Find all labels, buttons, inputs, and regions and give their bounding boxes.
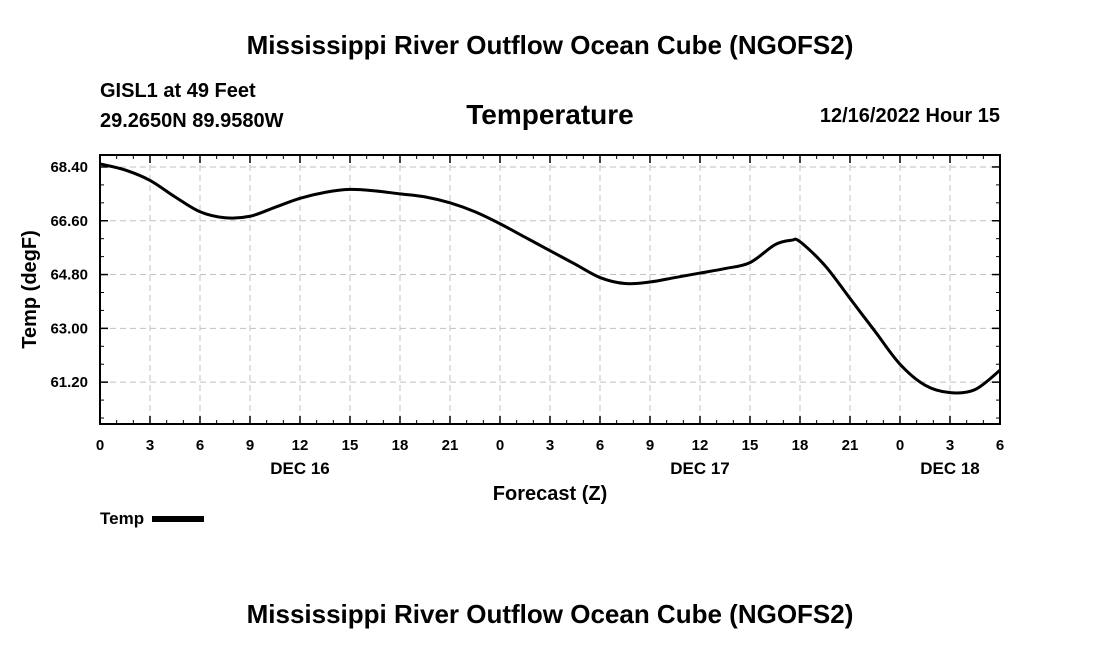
plot-frame xyxy=(99,154,1001,425)
axis-labels: 0 3 6 9 12 15 18 21 0 3 6 9 12 15 18 21 0 3 6 61.20 63.00 64.… xyxy=(19,159,1004,505)
day-label: DEC 17 xyxy=(670,459,730,478)
x-tick-label: 21 xyxy=(842,437,859,454)
x-tick-label: 15 xyxy=(742,437,759,454)
x-tick-label: 3 xyxy=(546,437,554,454)
x-tick-label: 18 xyxy=(392,437,409,454)
x-tick-label: 3 xyxy=(946,437,954,454)
x-tick-label: 15 xyxy=(342,437,359,454)
grid xyxy=(100,155,1000,424)
x-tick-label: 12 xyxy=(692,437,709,454)
y-axis-title: Temp (degF) xyxy=(19,230,41,349)
legend: Temp xyxy=(100,509,205,529)
x-tick-label: 9 xyxy=(646,437,654,454)
forecast-datetime: 12/16/2022 Hour 15 xyxy=(819,105,1000,127)
x-tick-label: 9 xyxy=(246,437,254,454)
legend-line-swatch xyxy=(152,516,205,522)
series-layer xyxy=(99,162,1001,395)
footer-title: Mississippi River Outflow Ocean Cube (NG… xyxy=(246,599,854,629)
day-label: DEC 18 xyxy=(920,459,980,478)
x-tick-label: 3 xyxy=(146,437,154,454)
x-tick-label: 0 xyxy=(496,437,504,454)
x-tick-label: 12 xyxy=(292,437,309,454)
y-tick-label: 66.60 xyxy=(50,213,88,230)
x-tick-label: 0 xyxy=(96,437,104,454)
temp-series-line xyxy=(99,162,1001,395)
x-tick-label: 6 xyxy=(196,437,204,454)
station-name: GISL1 at 49 Feet xyxy=(100,80,256,102)
x-tick-label: 21 xyxy=(442,437,459,454)
x-tick-label: 6 xyxy=(596,437,604,454)
day-label: DEC 16 xyxy=(270,459,330,478)
y-tick-label: 64.80 xyxy=(50,267,88,284)
station-info: GISL1 at 49 Feet 29.2650N 89.9580W xyxy=(100,76,283,136)
x-tick-label: 18 xyxy=(792,437,809,454)
x-axis-title: Forecast (Z) xyxy=(493,483,607,505)
x-tick-label: 6 xyxy=(996,437,1004,454)
x-tick-label: 0 xyxy=(896,437,904,454)
y-tick-label: 63.00 xyxy=(50,320,88,337)
y-tick-label: 61.20 xyxy=(50,374,88,391)
chart-title: Mississippi River Outflow Ocean Cube (NG… xyxy=(246,30,854,60)
legend-label: Temp xyxy=(100,509,145,528)
chart-subtitle: Temperature xyxy=(466,99,634,130)
y-tick-label: 68.40 xyxy=(50,159,88,176)
station-coordinates: 29.2650N 89.9580W xyxy=(100,110,284,132)
